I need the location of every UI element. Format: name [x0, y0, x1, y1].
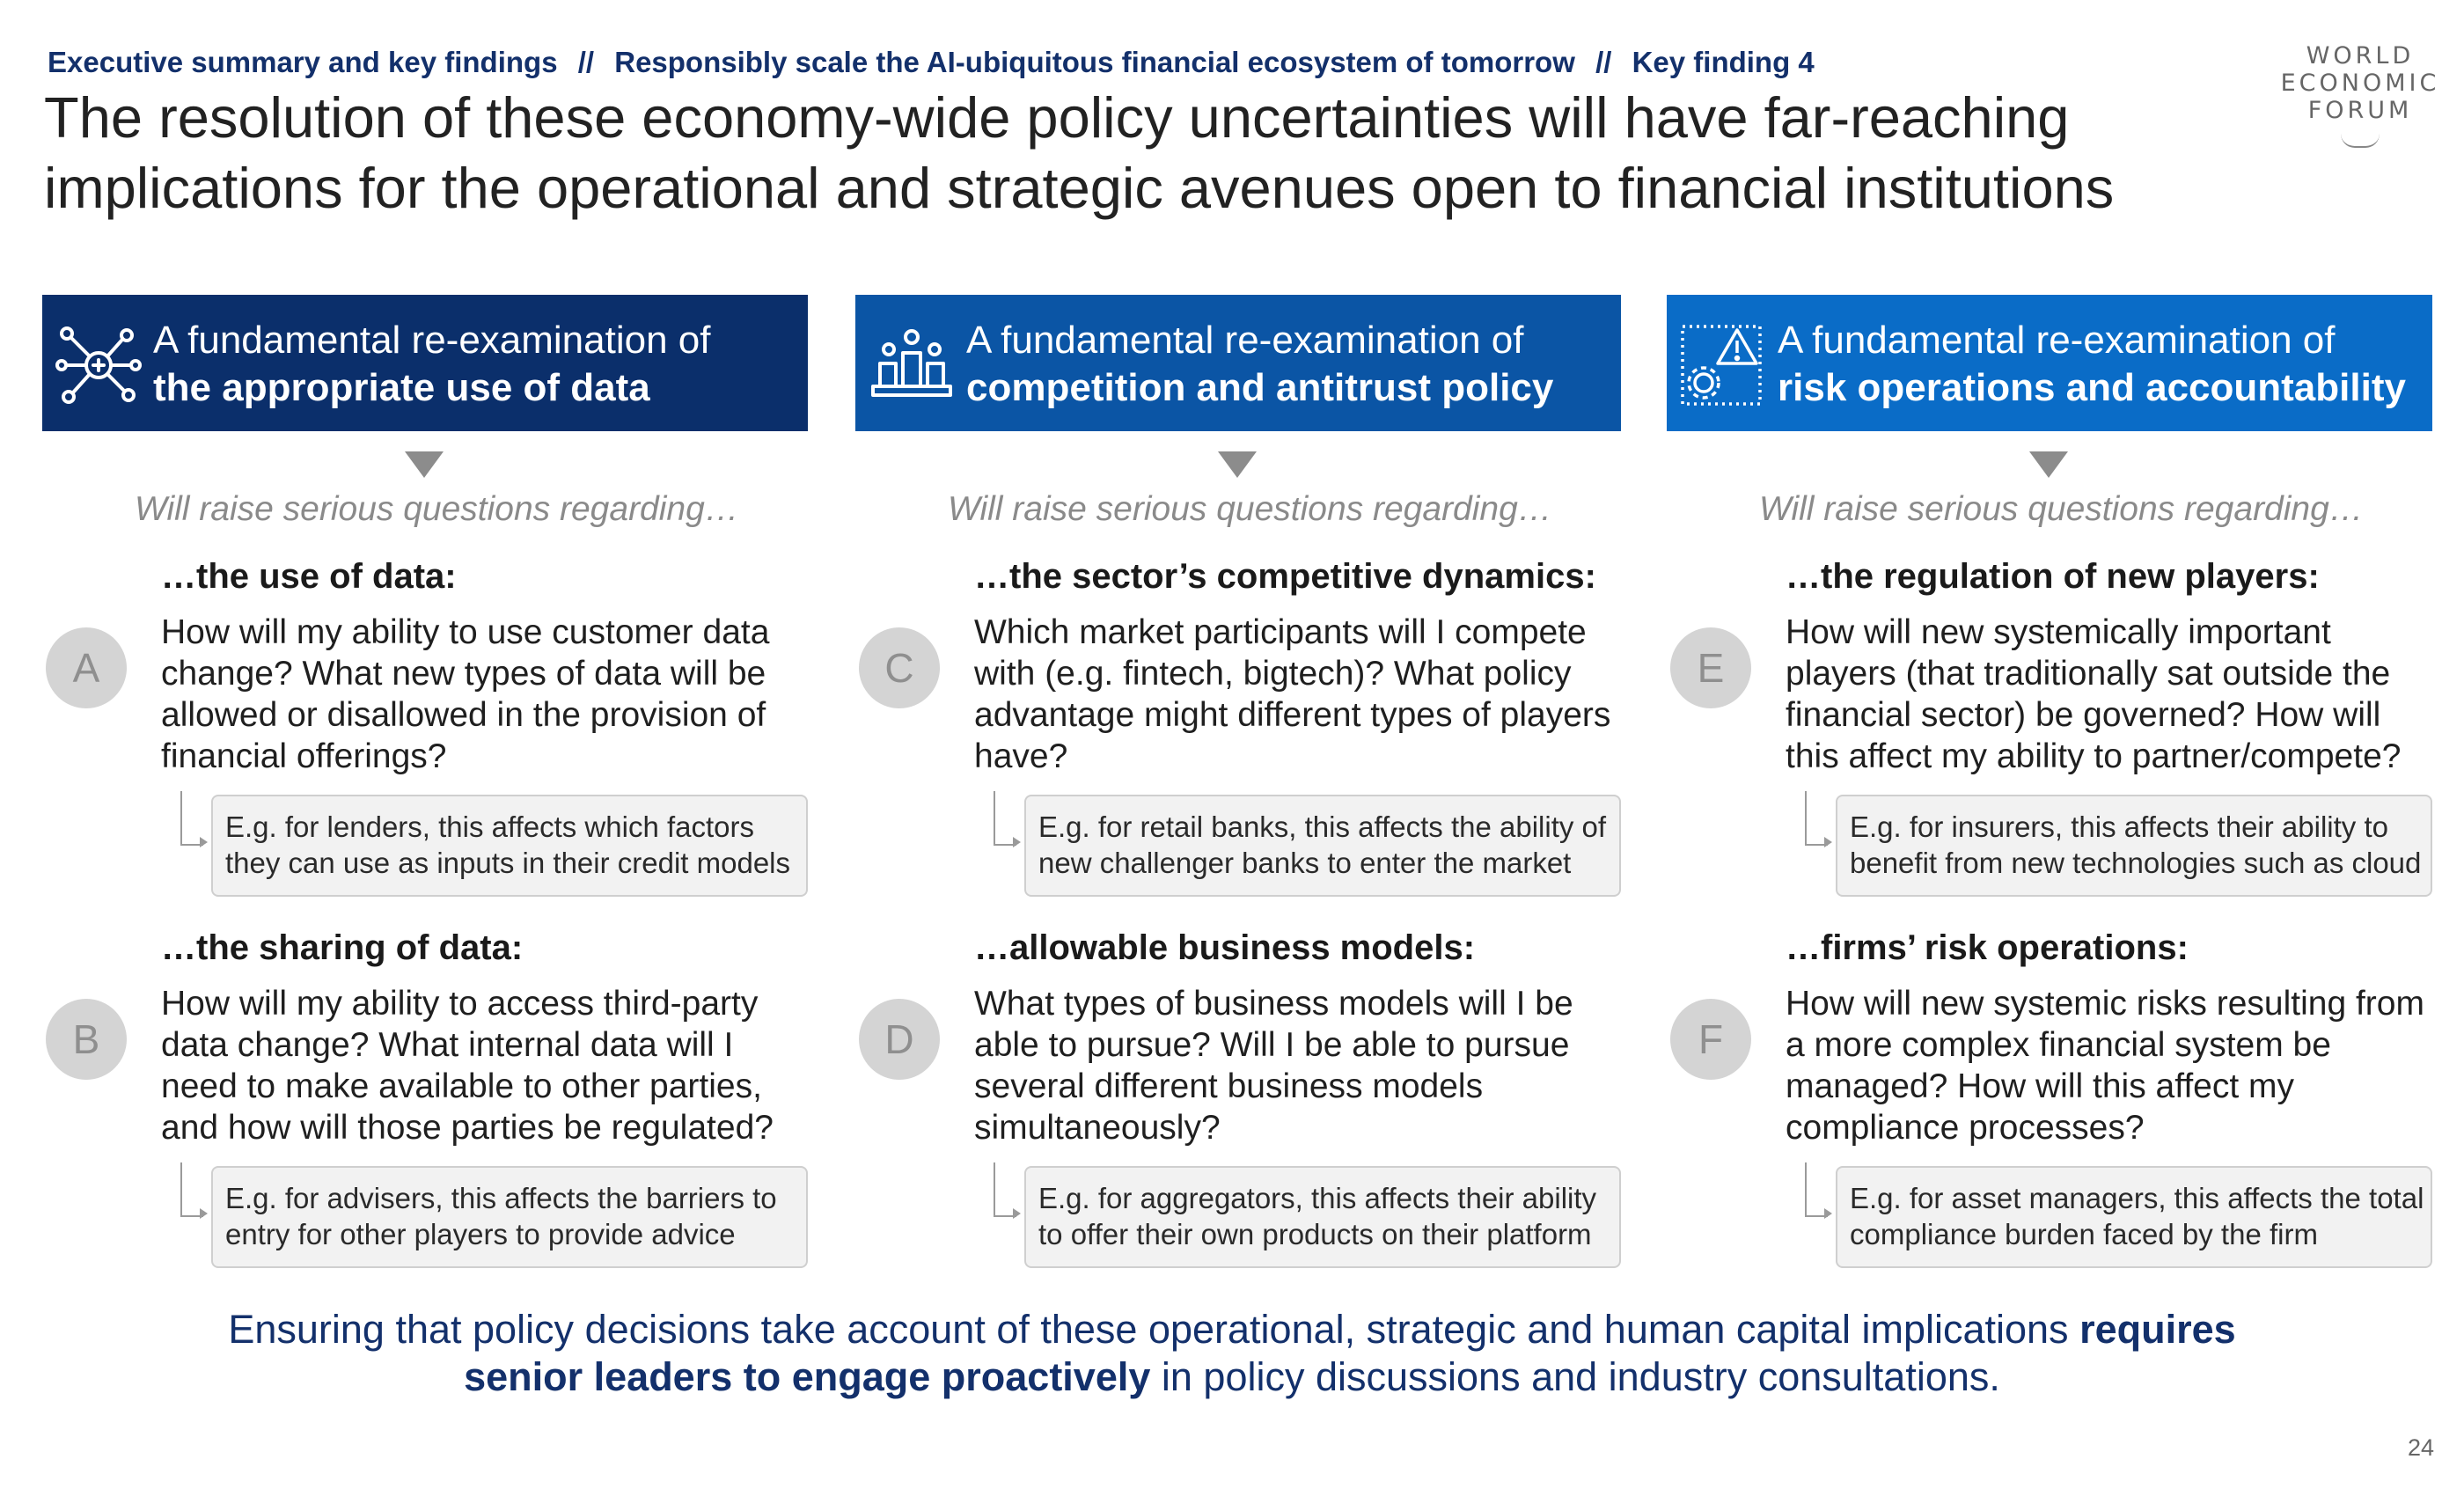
network-nodes-icon	[55, 326, 142, 404]
column-header-line-2: competition and antitrust policy	[966, 366, 1554, 409]
column-header-line-2: the appropriate use of data	[153, 366, 650, 409]
question-block-d: D …allowable business models: What types…	[855, 928, 1621, 1298]
block-heading: …the sector’s competitive dynamics:	[974, 557, 1596, 596]
footer-bold-1: requires	[2079, 1307, 2236, 1352]
page-number: 24	[2408, 1434, 2435, 1461]
page-title-line-2: implications for the operational and str…	[44, 156, 2115, 220]
connector-arrow-icon	[200, 1208, 208, 1219]
question-block-f: F …firms’ risk operations: How will new …	[1667, 928, 2432, 1298]
question-block-e: E …the regulation of new players: How wi…	[1667, 557, 2432, 927]
letter-badge: D	[859, 999, 940, 1080]
example-box: E.g. for advisers, this affects the barr…	[211, 1166, 808, 1268]
breadcrumb-section[interactable]: Executive summary and key findings	[48, 46, 558, 78]
question-block-b: B …the sharing of data: How will my abil…	[42, 928, 808, 1298]
connector-line	[994, 1162, 1016, 1217]
column-intro: Will raise serious questions regarding…	[1759, 490, 2364, 528]
connector-arrow-icon	[1824, 1208, 1832, 1219]
column-header-line-1: A fundamental re-examination of	[1778, 319, 2336, 362]
block-question: How will new systemic risks resulting fr…	[1786, 985, 2424, 1147]
competitors-podium-icon	[871, 329, 952, 397]
column-header-data: A fundamental re-examination of the appr…	[42, 295, 808, 431]
connector-line	[1805, 1162, 1828, 1217]
column-intro: Will raise serious questions regarding…	[135, 490, 739, 528]
column-header-risk: A fundamental re-examination of risk ope…	[1667, 295, 2432, 431]
column-header-competition: A fundamental re-examination of competit…	[855, 295, 1621, 431]
risk-warning-gear-icon	[1681, 325, 1762, 406]
block-heading: …the sharing of data:	[161, 928, 524, 967]
down-arrow-icon	[405, 451, 444, 478]
breadcrumb-separator: //	[577, 46, 595, 78]
page-title-line-1: The resolution of these economy-wide pol…	[44, 85, 2070, 150]
example-box: E.g. for aggregators, this affects their…	[1024, 1166, 1621, 1268]
footer-bold-2: senior leaders to engage proactively	[464, 1354, 1151, 1399]
example-box: E.g. for asset managers, this affects th…	[1836, 1166, 2432, 1268]
breadcrumb-separator: //	[1595, 46, 1612, 78]
connector-line	[180, 791, 203, 846]
block-question: What types of business models will I be …	[974, 985, 1573, 1147]
block-question: How will my ability to use customer data…	[161, 613, 770, 775]
logo-line-1: WORLD	[2306, 42, 2415, 70]
column-data-use: A fundamental re-examination of the appr…	[42, 295, 808, 1280]
example-box: E.g. for retail banks, this affects the …	[1024, 795, 1621, 897]
block-question: How will new systemically important play…	[1786, 613, 2402, 775]
down-arrow-icon	[1218, 451, 1257, 478]
column-competition: A fundamental re-examination of competit…	[855, 295, 1621, 1280]
letter-badge: B	[46, 999, 127, 1080]
footer-text-2: in policy discussions and industry consu…	[1150, 1354, 2000, 1399]
column-intro: Will raise serious questions regarding…	[948, 490, 1552, 528]
letter-badge: F	[1670, 999, 1751, 1080]
footer-statement: Ensuring that policy decisions take acco…	[0, 1306, 2464, 1401]
breadcrumb-chapter[interactable]: Responsibly scale the AI-ubiquitous fina…	[614, 46, 1575, 78]
page-title: The resolution of these economy-wide pol…	[44, 83, 2156, 224]
connector-line	[994, 791, 1016, 846]
connector-arrow-icon	[1013, 837, 1021, 847]
connector-line	[1805, 791, 1828, 846]
breadcrumb: Executive summary and key findings // Re…	[48, 46, 1815, 79]
letter-badge: C	[859, 627, 940, 708]
connector-arrow-icon	[1013, 1208, 1021, 1219]
logo-line-3: FORUM	[2307, 97, 2413, 124]
block-heading: …the regulation of new players:	[1786, 557, 2320, 596]
block-heading: …the use of data:	[161, 557, 457, 596]
wef-logo: WORLD ECONOMIC FORUM	[2272, 42, 2448, 148]
example-box: E.g. for insurers, this affects their ab…	[1836, 795, 2432, 897]
connector-arrow-icon	[200, 837, 208, 847]
logo-line-2: ECONOMIC	[2280, 70, 2440, 97]
down-arrow-icon	[2029, 451, 2068, 478]
block-question: Which market participants will I compete…	[974, 613, 1611, 775]
breadcrumb-finding[interactable]: Key finding 4	[1632, 46, 1815, 78]
footer-text-1: Ensuring that policy decisions take acco…	[228, 1307, 2080, 1352]
column-header-line-1: A fundamental re-examination of	[153, 319, 711, 362]
example-box: E.g. for lenders, this affects which fac…	[211, 795, 808, 897]
letter-badge: A	[46, 627, 127, 708]
column-header-line-2: risk operations and accountability	[1778, 366, 2406, 409]
question-block-a: A …the use of data: How will my ability …	[42, 557, 808, 927]
column-header-line-1: A fundamental re-examination of	[966, 319, 1524, 362]
block-question: How will my ability to access third-part…	[161, 985, 774, 1147]
logo-arc	[2341, 134, 2380, 148]
block-heading: …allowable business models:	[974, 928, 1476, 967]
column-risk: A fundamental re-examination of risk ope…	[1667, 295, 2432, 1280]
question-block-c: C …the sector’s competitive dynamics: Wh…	[855, 557, 1621, 927]
letter-badge: E	[1670, 627, 1751, 708]
block-heading: …firms’ risk operations:	[1786, 928, 2189, 967]
connector-line	[180, 1162, 203, 1217]
connector-arrow-icon	[1824, 837, 1832, 847]
